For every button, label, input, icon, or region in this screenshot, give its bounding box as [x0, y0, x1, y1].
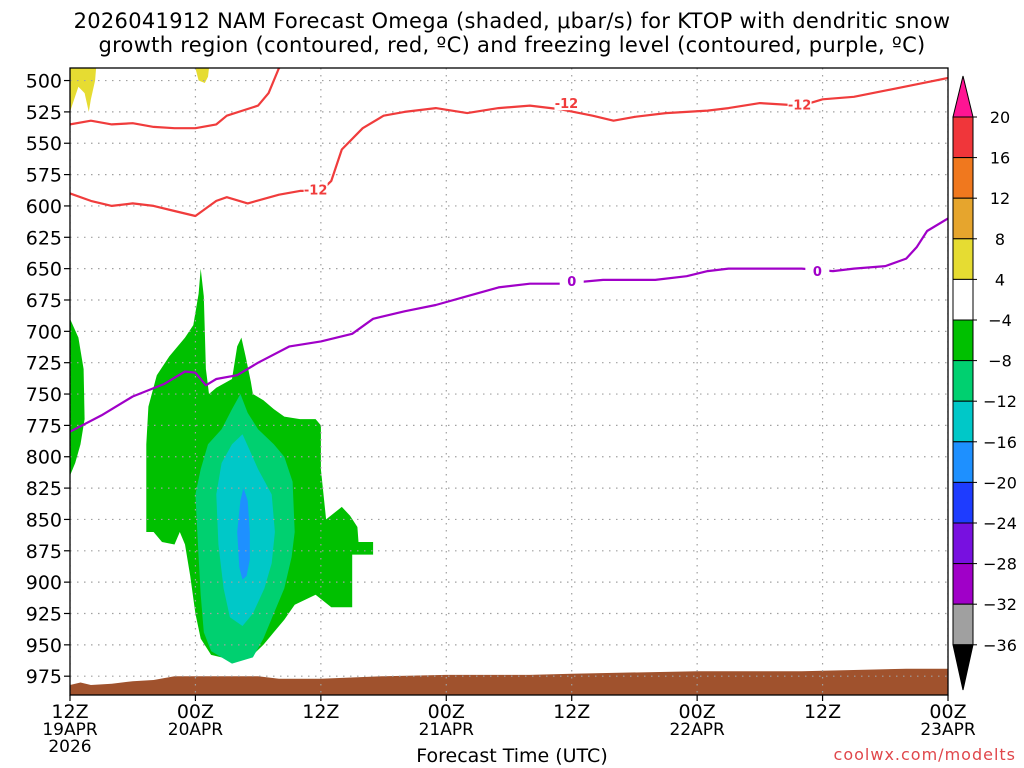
colorbar: 20 16 12 8 4 −4 −8 −12 −16 −20 −24 −28 −32 −36: [952, 75, 1017, 691]
x-tick-label: 19APR: [42, 720, 98, 740]
x-tick-label: 20APR: [168, 720, 224, 740]
plot-frame: [69, 67, 949, 696]
contour-line-0: [70, 68, 282, 130]
y-tick-label: 875: [26, 541, 62, 563]
terrain-band: [70, 668, 948, 695]
colorbar-segment: [952, 522, 974, 565]
y-tick-label: 725: [26, 353, 62, 375]
colorbar-label: −28: [983, 555, 1017, 574]
colorbar-label: −36: [983, 636, 1017, 655]
contour-label-bg: [554, 96, 579, 111]
colorbar-segment: [952, 360, 974, 402]
colorbar-label: −16: [983, 433, 1017, 452]
colorbar-segment: [952, 563, 974, 605]
y-tick-label: 650: [26, 259, 62, 281]
colorbar-segment: [952, 481, 974, 524]
contour-label: -12: [555, 97, 579, 112]
colorbar-segment: [952, 603, 974, 646]
omega-region-yellow-1: [70, 68, 97, 112]
contour-line-1: [70, 76, 948, 218]
colorbar-label: 12: [990, 189, 1010, 208]
y-tick-label: 525: [26, 102, 62, 124]
omega-region-blue-core: [237, 488, 250, 580]
colorbar-segment: [952, 278, 974, 321]
x-tick-label: 00Z: [679, 701, 716, 723]
x-tick-label: 22APR: [669, 720, 725, 740]
y-tick-label: 925: [26, 603, 62, 625]
colorbar-label: −20: [983, 473, 1017, 492]
x-axis-title: Forecast Time (UTC): [416, 745, 608, 767]
y-tick-label: 900: [26, 572, 62, 594]
colorbar-label: −8: [988, 352, 1012, 371]
colorbar-segment: [952, 116, 974, 159]
y-tick-label: 500: [26, 71, 62, 93]
y-tick-label: 975: [26, 666, 62, 688]
y-tick-label: 700: [26, 321, 62, 343]
y-tick-label: 825: [26, 478, 62, 500]
contour-label-bg: [805, 264, 830, 279]
y-tick-label: 775: [26, 415, 62, 437]
y-tick-label: 750: [26, 384, 62, 406]
contour-label-bg: [559, 274, 584, 289]
y-tick-label: 950: [26, 635, 62, 657]
x-tick-label: 00Z: [929, 701, 966, 723]
x-tick-label: 12Z: [51, 701, 88, 723]
colorbar-segment: [952, 238, 974, 280]
colorbar-label: 8: [995, 230, 1005, 249]
omega-region-yellow-2: [195, 68, 209, 83]
colorbar-segment: [952, 157, 974, 199]
colorbar-segment: [952, 441, 974, 483]
x-tick-label: 23APR: [920, 720, 976, 740]
x-tick-label: 00Z: [428, 701, 465, 723]
colorbar-label: −32: [983, 595, 1017, 614]
y-tick-label: 850: [26, 509, 62, 531]
contour-line-2: [70, 217, 948, 433]
colorbar-label: 4: [995, 270, 1005, 289]
y-tick-label: 800: [26, 447, 62, 469]
colorbar-segment: [952, 400, 974, 443]
credit-text: coolwx.com/modelts: [833, 745, 1016, 764]
colorbar-label: −12: [983, 392, 1017, 411]
contour-label: -12: [304, 184, 328, 199]
contour-label: -12: [788, 98, 812, 113]
y-tick-label: 600: [26, 196, 62, 218]
contour-label: 0: [567, 275, 576, 290]
colorbar-label: 16: [990, 149, 1010, 168]
x-tick-label: 21APR: [419, 720, 475, 740]
x-tick-label: 12Z: [804, 701, 841, 723]
omega-region-green-left: [70, 318, 85, 476]
y-tick-label: 575: [26, 165, 62, 187]
y-tick-label: 550: [26, 133, 62, 155]
x-tick-label: 12Z: [302, 701, 339, 723]
x-tick-label: 12Z: [553, 701, 590, 723]
colorbar-segment: [952, 197, 974, 240]
contour-label-bg: [787, 97, 812, 112]
colorbar-label: 20: [990, 108, 1010, 127]
chart-title-line2: growth region (contoured, red, ºC) and f…: [98, 33, 926, 57]
x-tick-label: 2026: [48, 737, 91, 757]
colorbar-top-arrow: [952, 75, 974, 118]
x-tick-label: 00Z: [177, 701, 214, 723]
chart-title-line1: 2026041912 NAM Forecast Omega (shaded, μ…: [73, 9, 951, 33]
y-tick-label: 675: [26, 290, 62, 312]
contour-label: 0: [813, 265, 822, 280]
y-tick-label: 625: [26, 227, 62, 249]
colorbar-label: −4: [988, 311, 1012, 330]
plot-area: -12 -12 -12 0 0: [70, 68, 948, 695]
colorbar-label: −24: [983, 514, 1017, 533]
contour-label-bg: [303, 182, 328, 197]
colorbar-bottom-arrow: [952, 644, 974, 691]
colorbar-segment: [952, 319, 974, 362]
